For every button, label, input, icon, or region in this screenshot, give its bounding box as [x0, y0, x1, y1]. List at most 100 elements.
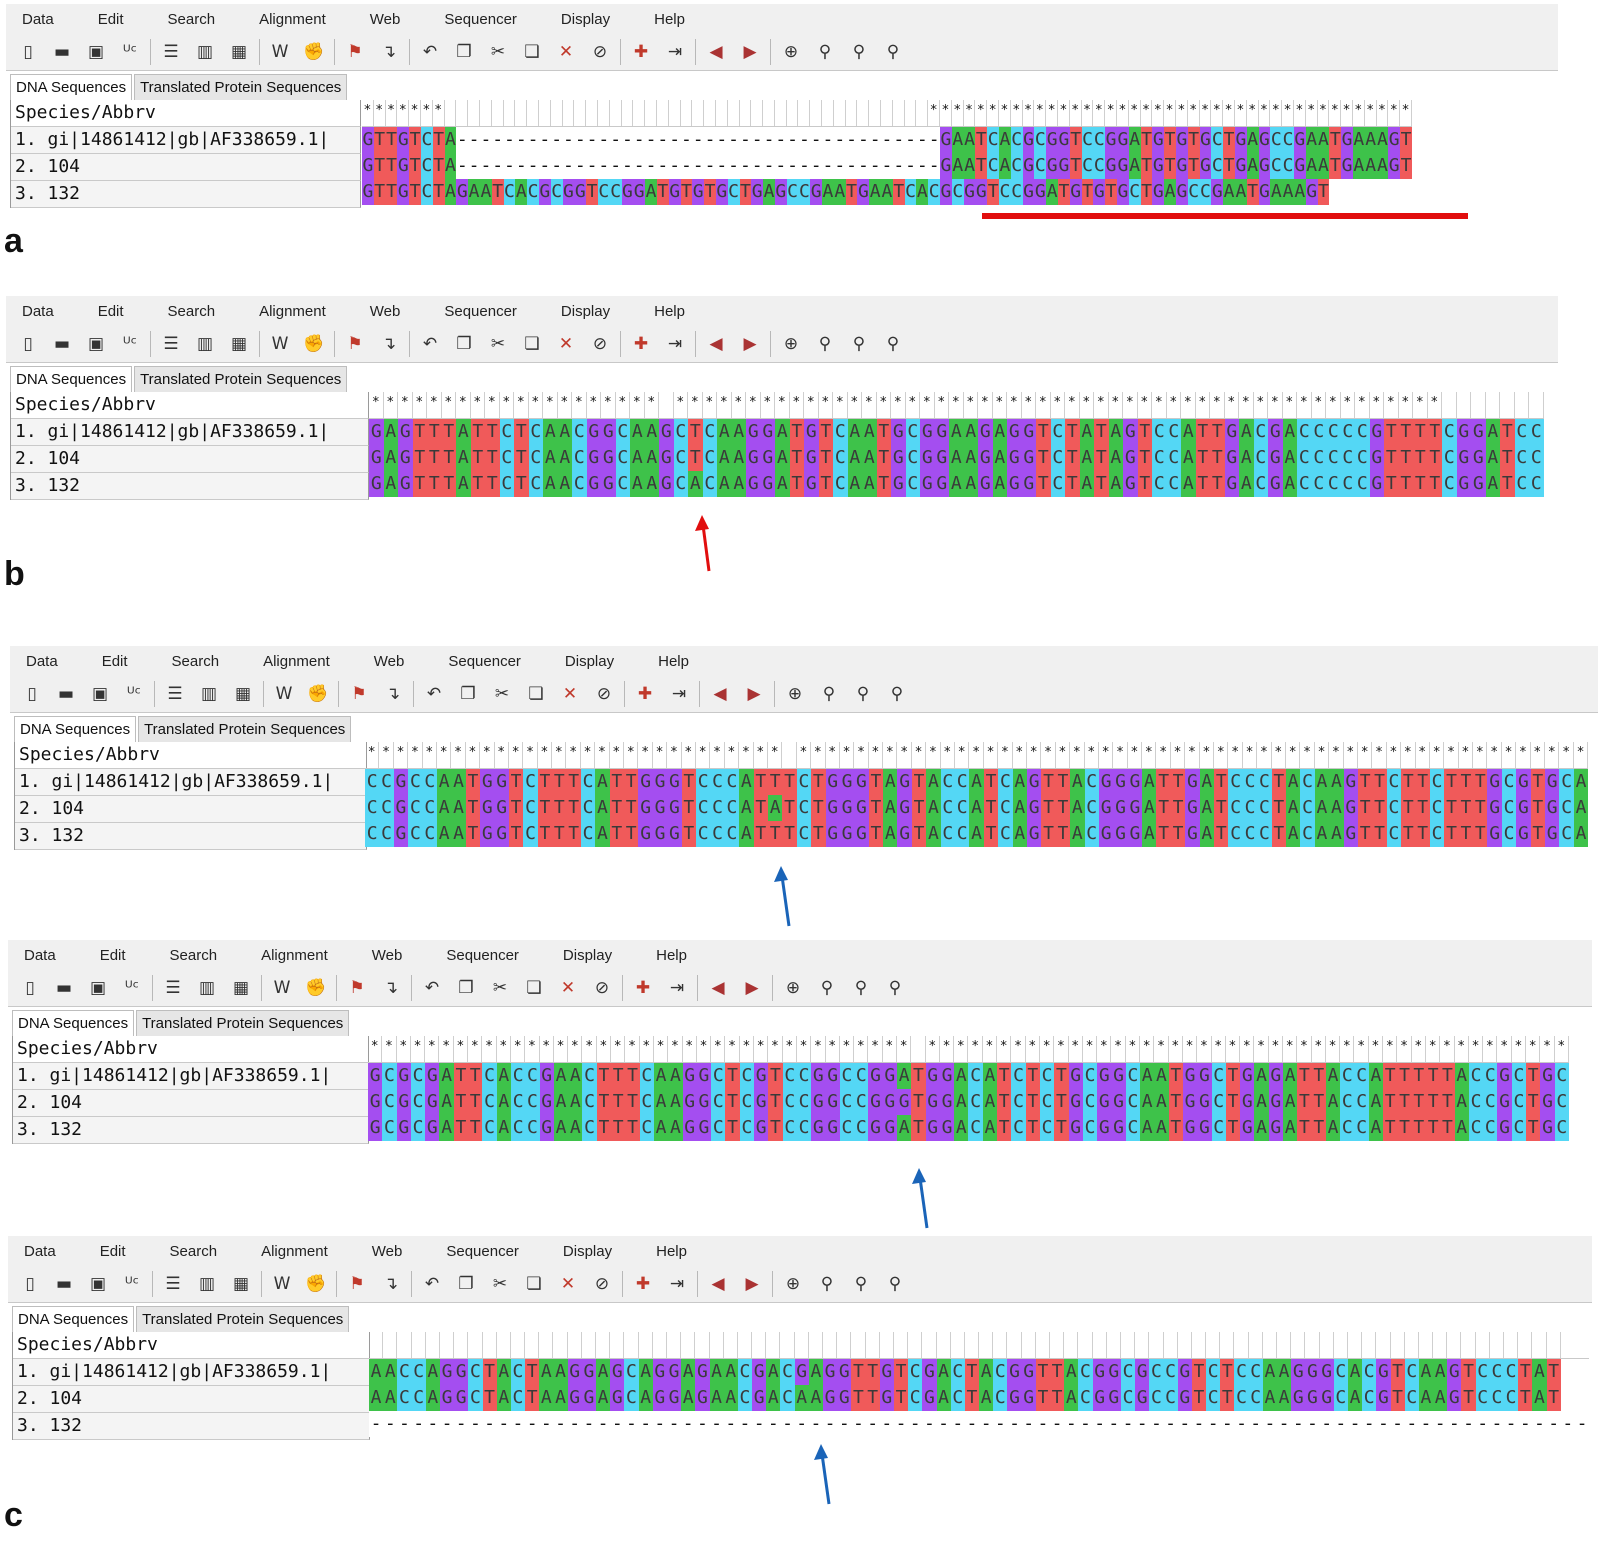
nucleotide-cell[interactable]: -	[1220, 1411, 1235, 1437]
nucleotide-cell[interactable]: T	[625, 1089, 640, 1115]
nucleotide-cell[interactable]: -	[1234, 1411, 1249, 1437]
nucleotide-cell[interactable]: G	[1341, 127, 1353, 153]
nucleotide-cell[interactable]: T	[537, 821, 553, 847]
nucleotide-cell[interactable]: C	[1125, 1063, 1141, 1089]
nucleotide-cell[interactable]: -	[656, 153, 669, 179]
nucleotide-cell[interactable]: T	[508, 821, 524, 847]
nucleotide-cell[interactable]: G	[652, 1359, 667, 1385]
nucleotide-cell[interactable]: -	[1149, 1411, 1164, 1437]
italic-w-icon[interactable]: W	[271, 334, 289, 354]
nucleotide-cell[interactable]: G	[1497, 1089, 1512, 1115]
nucleotide-cell[interactable]: T	[656, 179, 669, 205]
nucleotide-cell[interactable]: T	[1191, 1385, 1207, 1411]
nucleotide-cell[interactable]: T	[893, 1385, 909, 1411]
nucleotide-cell[interactable]: A	[847, 419, 862, 445]
nucleotide-cell[interactable]: G	[1211, 179, 1224, 205]
delete-icon[interactable]: ✕	[560, 978, 576, 998]
nucleotide-cell[interactable]: G	[939, 1063, 955, 1089]
nucleotide-cell[interactable]: G	[839, 769, 855, 795]
nucleotide-cell[interactable]: C	[382, 1063, 397, 1089]
nucleotide-cell[interactable]: T	[892, 179, 905, 205]
nucleotide-cell[interactable]: -	[692, 127, 705, 153]
nucleotide-cell[interactable]: A	[1064, 1385, 1079, 1411]
nucleotide-cell[interactable]: A	[999, 153, 1011, 179]
nucleotide-cell[interactable]: A	[1181, 471, 1196, 497]
nucleotide-cell[interactable]: C	[1078, 1359, 1093, 1385]
nucleotide-cell[interactable]: G	[1175, 127, 1188, 153]
delete-icon[interactable]: ✕	[558, 334, 574, 354]
nucleotide-cell[interactable]: -	[723, 1411, 738, 1437]
menu-alignment[interactable]: Alignment	[263, 652, 330, 670]
nucleotide-cell[interactable]: G	[494, 821, 509, 847]
nucleotide-cell[interactable]: C	[1084, 795, 1099, 821]
species-name[interactable]: 1. gi|14861412|gb|AF338659.1|	[11, 419, 369, 446]
nucleotide-cell[interactable]: T	[1225, 1089, 1241, 1115]
nucleotide-cell[interactable]: A	[1286, 769, 1301, 795]
nucleotide-cell[interactable]: T	[1383, 1089, 1398, 1115]
nucleotide-cell[interactable]: -	[1248, 1411, 1263, 1437]
nucleotide-cell[interactable]: T	[983, 795, 999, 821]
nucleotide-cell[interactable]: A	[1368, 1063, 1384, 1089]
nucleotide-cell[interactable]: G	[610, 1385, 625, 1411]
nucleotide-cell[interactable]: -	[950, 1411, 965, 1437]
nucleotide-cell[interactable]: T	[1372, 795, 1387, 821]
nucleotide-cell[interactable]: G	[652, 795, 668, 821]
menu-sequencer[interactable]: Sequencer	[444, 302, 517, 320]
sequence-matrix[interactable]: * * * * * * * * * * * * * * * * * * * * * * * * * * * * * * * * * * * * * * * *…	[368, 1036, 1569, 1141]
nucleotide-cell[interactable]: A	[1012, 795, 1027, 821]
nucleotide-cell[interactable]: A	[926, 795, 941, 821]
nucleotide-cell[interactable]: A	[681, 1359, 696, 1385]
nucleotide-cell[interactable]: C	[1300, 769, 1315, 795]
nucleotide-cell[interactable]: C	[1257, 769, 1272, 795]
nucleotide-cell[interactable]: T	[432, 153, 445, 179]
nucleotide-cell[interactable]: C	[1404, 1385, 1419, 1411]
nucleotide-cell[interactable]: T	[911, 1115, 926, 1141]
nucleotide-cell[interactable]: G	[1240, 1089, 1255, 1115]
nucleotide-cell[interactable]: C	[1475, 1385, 1490, 1411]
nucleotide-cell[interactable]: A	[644, 471, 659, 497]
nucleotide-cell[interactable]: C	[1093, 127, 1106, 153]
nucleotide-cell[interactable]: C	[833, 445, 848, 471]
nucleotide-cell[interactable]: A	[1270, 179, 1283, 205]
nucleotide-cell[interactable]: A	[979, 1359, 994, 1385]
nucleotide-cell[interactable]: -	[411, 1411, 426, 1437]
nucleotide-cell[interactable]: -	[928, 127, 941, 153]
nucleotide-cell[interactable]: G	[896, 1089, 912, 1115]
nucleotide-cell[interactable]: C	[1211, 1063, 1226, 1089]
nucleotide-cell[interactable]: -	[727, 127, 740, 153]
nucleotide-cell[interactable]: G	[666, 1385, 682, 1411]
nucleotide-cell[interactable]: T	[1384, 419, 1399, 445]
nucleotide-cell[interactable]: G	[696, 1115, 712, 1141]
add-icon[interactable]: ✚	[633, 334, 649, 354]
nucleotide-cell[interactable]: -	[527, 127, 539, 153]
cut-icon[interactable]: ✂	[490, 42, 506, 62]
nucleotide-cell[interactable]: C	[998, 769, 1013, 795]
nucleotide-cell[interactable]: T	[525, 1385, 540, 1411]
muscle-icon[interactable]: ✊	[303, 334, 325, 354]
nucleotide-cell[interactable]: T	[1041, 795, 1056, 821]
nucleotide-cell[interactable]: C	[624, 1385, 639, 1411]
nucleotide-cell[interactable]: -	[456, 153, 469, 179]
tab-translated-protein[interactable]: Translated Protein Sequences	[136, 1010, 350, 1036]
nucleotide-cell[interactable]: A	[638, 1359, 653, 1385]
nucleotide-cell[interactable]: T	[1427, 419, 1442, 445]
nucleotide-cell[interactable]: -	[482, 1411, 497, 1437]
nucleotide-cell[interactable]: G	[810, 179, 823, 205]
nucleotide-cell[interactable]: T	[876, 419, 891, 445]
nucleotide-cell[interactable]: C	[1340, 1063, 1355, 1089]
nucleotide-cell[interactable]: A	[439, 1089, 454, 1115]
nucleotide-cell[interactable]: G	[1135, 1385, 1150, 1411]
menu-alignment[interactable]: Alignment	[259, 10, 326, 28]
nucleotide-cell[interactable]: A	[1376, 153, 1389, 179]
nucleotide-cell[interactable]: G	[1097, 1115, 1112, 1141]
nucleotide-cell[interactable]: G	[1540, 1089, 1555, 1115]
menu-display[interactable]: Display	[562, 946, 613, 964]
nucleotide-cell[interactable]: G	[1177, 1385, 1192, 1411]
nucleotide-cell[interactable]: C	[1404, 1359, 1419, 1385]
nucleotide-cell[interactable]: A	[949, 471, 964, 497]
nucleotide-cell[interactable]: G	[825, 1063, 840, 1089]
nucleotide-cell[interactable]: G	[925, 1115, 940, 1141]
nucleotide-cell[interactable]: G	[1545, 795, 1560, 821]
nucleotide-cell[interactable]: T	[1041, 769, 1056, 795]
nucleotide-cell[interactable]: A	[1364, 153, 1377, 179]
